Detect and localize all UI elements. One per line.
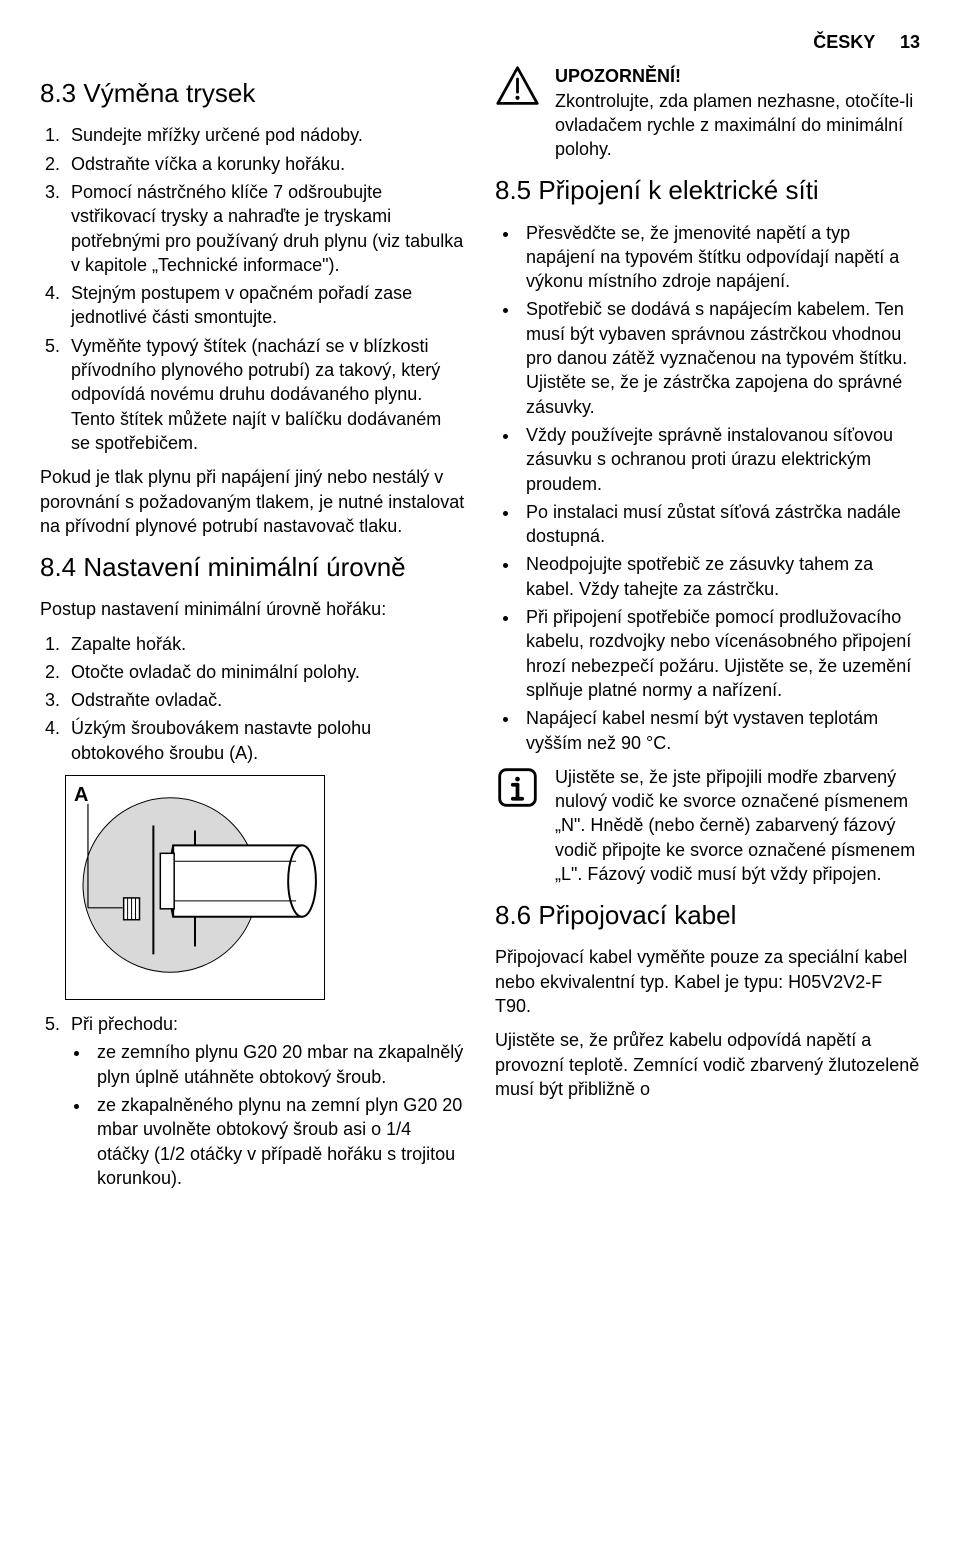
page-header: ČESKY 13	[40, 30, 920, 54]
warning-body: Zkontrolujte, zda plamen nezhasne, otočí…	[555, 91, 913, 160]
warning-text: UPOZORNĚNÍ! Zkontrolujte, zda plamen nez…	[555, 64, 920, 161]
list-item: Přesvědčte se, že jmenovité napětí a typ…	[520, 221, 920, 294]
section-8-4-sublist: ze zemního plynu G20 20 mbar na zkapalně…	[71, 1040, 465, 1190]
list-item: Napájecí kabel nesmí být vystaven teplot…	[520, 706, 920, 755]
list-item: Po instalaci musí zůstat síťová zástrčka…	[520, 500, 920, 549]
warning-icon	[495, 64, 540, 161]
list-item: ze zkapalněného plynu na zemní plyn G20 …	[91, 1093, 465, 1190]
right-column: UPOZORNĚNÍ! Zkontrolujte, zda plamen nez…	[495, 64, 920, 1200]
list-item: ze zemního plynu G20 20 mbar na zkapalně…	[91, 1040, 465, 1089]
section-8-3-paragraph: Pokud je tlak plynu při napájení jiný ne…	[40, 465, 465, 538]
header-lang: ČESKY	[813, 32, 875, 52]
bypass-screw-illustration	[66, 776, 324, 999]
list-item: Vždy používejte správně instalovanou síť…	[520, 423, 920, 496]
section-8-4-list-cont: Při přechodu: ze zemního plynu G20 20 mb…	[40, 1012, 465, 1190]
list-item: Sundejte mřížky určené pod nádoby.	[65, 123, 465, 147]
list-item: Otočte ovladač do minimální polohy.	[65, 660, 465, 684]
section-8-3-title: 8.3 Výměna trysek	[40, 76, 465, 111]
list-item: Pomocí nástrčného klíče 7 odšroubujte vs…	[65, 180, 465, 277]
section-8-4-intro: Postup nastavení minimální úrovně hořáku…	[40, 597, 465, 621]
list-item: Při připojení spotřebiče pomocí prodlužo…	[520, 605, 920, 702]
list-item: Neodpojujte spotřebič ze zásuvky tahem z…	[520, 552, 920, 601]
section-8-4-list: Zapalte hořák. Otočte ovladač do minimál…	[40, 632, 465, 765]
warning-heading: UPOZORNĚNÍ!	[555, 66, 681, 86]
section-8-5-title: 8.5 Připojení k elektrické síti	[495, 173, 920, 208]
list-item: Spotřebič se dodává s napájecím kabelem.…	[520, 297, 920, 418]
section-8-3-list: Sundejte mřížky určené pod nádoby. Odstr…	[40, 123, 465, 455]
warning-block: UPOZORNĚNÍ! Zkontrolujte, zda plamen nez…	[495, 64, 920, 161]
list-item-text: Při přechodu:	[71, 1014, 178, 1034]
left-column: 8.3 Výměna trysek Sundejte mřížky určené…	[40, 64, 465, 1200]
section-8-6-p2: Ujistěte se, že průřez kabelu odpovídá n…	[495, 1028, 920, 1101]
list-item: Zapalte hořák.	[65, 632, 465, 656]
info-block: Ujistěte se, že jste připojili modře zba…	[495, 765, 920, 886]
figure-bypass-screw: A	[65, 775, 325, 1000]
section-8-4-title: 8.4 Nastavení minimální úrovně	[40, 550, 465, 585]
content-columns: 8.3 Výměna trysek Sundejte mřížky určené…	[40, 64, 920, 1200]
section-8-6-p1: Připojovací kabel vyměňte pouze za speci…	[495, 945, 920, 1018]
list-item: Stejným postupem v opačném pořadí zase j…	[65, 281, 465, 330]
list-item: Úzkým šroubovákem nastavte polohu obtoko…	[65, 716, 465, 765]
figure-label: A	[74, 782, 88, 809]
header-page: 13	[900, 32, 920, 52]
list-item: Odstraňte víčka a korunky hořáku.	[65, 152, 465, 176]
section-8-6-title: 8.6 Připojovací kabel	[495, 898, 920, 933]
info-icon	[495, 765, 540, 886]
list-item: Vyměňte typový štítek (nachází se v blíz…	[65, 334, 465, 455]
section-8-5-list: Přesvědčte se, že jmenovité napětí a typ…	[495, 221, 920, 755]
list-item: Odstraňte ovladač.	[65, 688, 465, 712]
list-item: Při přechodu: ze zemního plynu G20 20 mb…	[65, 1012, 465, 1190]
info-text: Ujistěte se, že jste připojili modře zba…	[555, 765, 920, 886]
